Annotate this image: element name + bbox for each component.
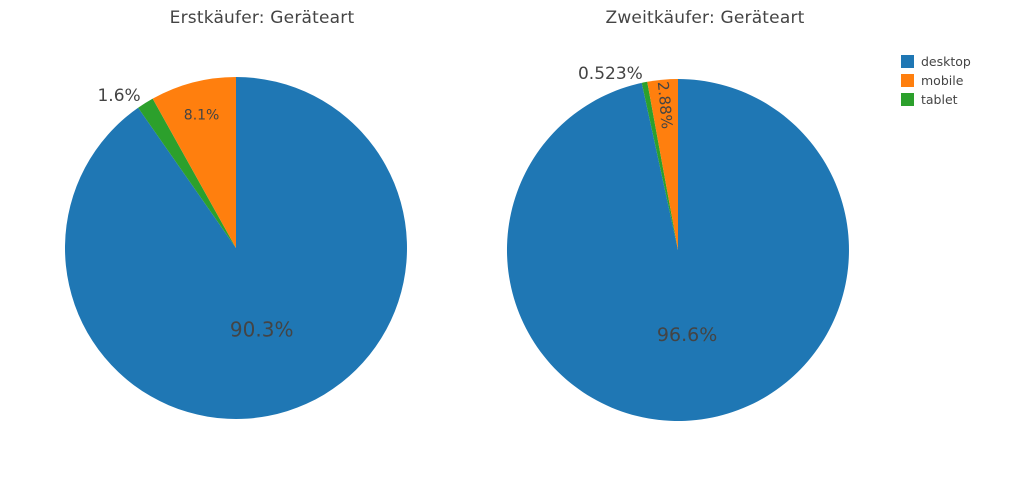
legend-label-mobile: mobile <box>921 73 964 88</box>
slice-label-desktop: 90.3% <box>230 318 294 342</box>
slice-label-tablet: 0.523% <box>578 64 643 84</box>
legend-label-tablet: tablet <box>921 92 958 107</box>
legend: desktop mobile tablet <box>901 55 971 106</box>
slice-label-desktop: 96.6% <box>657 324 717 346</box>
pie-slice-tablet[interactable] <box>138 98 236 248</box>
legend-item-desktop[interactable]: desktop <box>901 55 971 68</box>
slice-label-mobile: 2.88% <box>654 81 676 130</box>
legend-swatch-tablet-icon <box>901 93 914 106</box>
pie-slice-mobile[interactable] <box>647 79 678 250</box>
chart-title-erstkaeufer: Erstkäufer: Geräteart <box>169 8 355 28</box>
slice-label-mobile: 8.1% <box>184 108 220 124</box>
pie-slice-desktop[interactable] <box>506 79 849 421</box>
legend-swatch-desktop-icon <box>901 55 914 68</box>
pie-slice-tablet[interactable] <box>641 81 678 250</box>
legend-item-tablet[interactable]: tablet <box>901 93 971 106</box>
chart-title-zweitkaeufer: Zweitkäufer: Geräteart <box>605 8 805 28</box>
pie-slice-desktop[interactable] <box>64 77 407 419</box>
legend-swatch-mobile-icon <box>901 74 914 87</box>
legend-label-desktop: desktop <box>921 54 971 69</box>
legend-item-mobile[interactable]: mobile <box>901 74 971 87</box>
slice-label-tablet: 1.6% <box>97 86 140 106</box>
pie-slice-mobile[interactable] <box>152 77 236 248</box>
